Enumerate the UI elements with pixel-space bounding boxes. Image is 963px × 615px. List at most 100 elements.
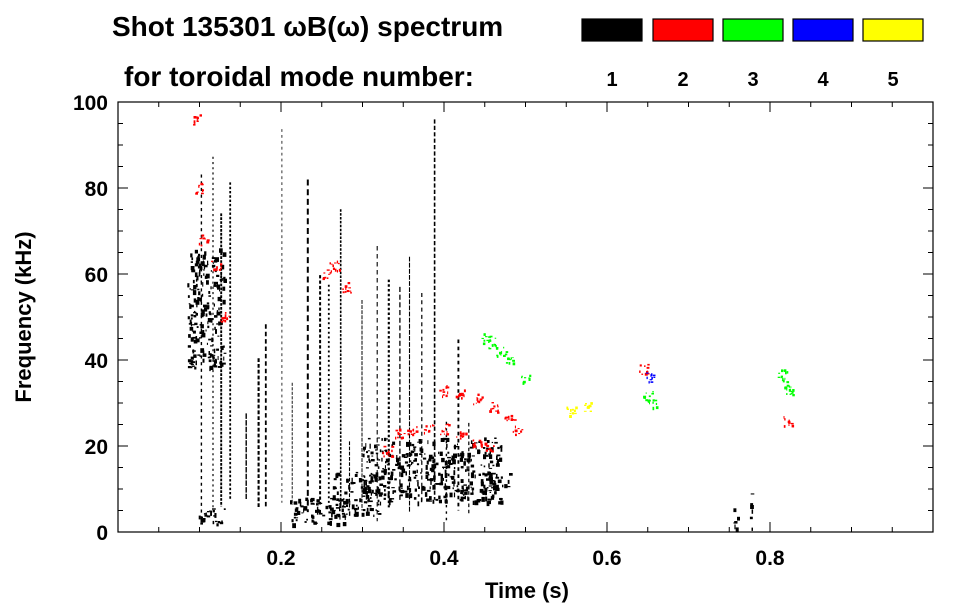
mode-1-pixel [383, 497, 386, 500]
mode-1-pixel [449, 492, 453, 498]
mode-3-point [790, 386, 792, 388]
legend-swatch-mode-2 [652, 18, 714, 42]
mode-1-pixel [435, 462, 439, 466]
mode-1-pixel [365, 482, 367, 486]
mode-1-pixel [189, 326, 194, 331]
mode-1-pixel [456, 485, 459, 488]
mode-2-point [460, 392, 464, 395]
mode-3-point [492, 345, 494, 347]
mode-1-pixel [380, 501, 382, 506]
mode-1-pixel [500, 447, 503, 452]
mode-1-pixel [494, 437, 497, 439]
mode-1-pixel [217, 366, 221, 368]
mode-1-pixel [368, 480, 372, 484]
mode-1-pixel [293, 512, 298, 516]
y-tick-label: 0 [96, 522, 108, 545]
mode-5-point [573, 409, 576, 412]
mode-1-pixel [392, 469, 396, 471]
mode-1-pixel [200, 522, 203, 525]
mode-1-pixel [214, 268, 217, 273]
mode-1-pixel [316, 499, 320, 503]
mode-2-point [445, 427, 446, 430]
mode-2-point [490, 408, 493, 410]
mode-1-pixel [199, 297, 202, 302]
mode-2-point [206, 240, 210, 244]
mode-1-pixel [486, 501, 490, 507]
mode-1-pixel [365, 494, 367, 500]
mode-2-point [382, 451, 385, 455]
mode-1-pixel [463, 490, 466, 492]
mode-3-point [522, 381, 526, 384]
mode-1-pixel [315, 509, 319, 513]
mode-2-point [461, 394, 464, 397]
mode-1-pixel [204, 251, 207, 256]
mode-1-pixel [344, 491, 348, 495]
mode-1-pixel [474, 474, 476, 479]
mode-1-pixel [220, 364, 224, 367]
mode-3-point [789, 393, 792, 395]
mode-2-point [446, 431, 448, 433]
mode-2-point [201, 235, 203, 238]
mode-1-pixel [384, 465, 386, 469]
mode-1-pixel [374, 444, 377, 449]
mode-3-point [494, 344, 497, 347]
mode-1-pixel [198, 263, 201, 267]
mode-2-point [219, 320, 221, 322]
mode-1-pixel [439, 482, 444, 486]
mode-1-pixel [195, 299, 200, 305]
mode-1-pixel [419, 453, 422, 455]
mode-2-point [432, 425, 435, 427]
chart-subtitle: for toroidal mode number: [124, 61, 474, 92]
mode-1-pixel [290, 500, 293, 505]
mode-2-point [196, 191, 198, 195]
mode-1-pixel [310, 502, 315, 505]
mode-1-pixel [211, 337, 214, 343]
mode-1-pixel [217, 296, 222, 302]
mode-3-point [648, 395, 651, 398]
mode-1-pixel [207, 260, 209, 266]
mode-1-pixel [214, 315, 218, 318]
mode-2-point [486, 444, 490, 448]
mode-1-pixel [447, 456, 451, 459]
mode-1-pixel [395, 457, 400, 459]
mode-3-point [649, 401, 650, 405]
mode-1-pixel [735, 527, 739, 532]
legend-label-mode-3: 3 [747, 69, 758, 91]
mode-1-pixel [374, 477, 378, 482]
mode-3-point [784, 386, 787, 390]
mode-3-point [654, 399, 658, 402]
mode-1-pixel [496, 473, 498, 478]
mode-1-pixel [386, 438, 388, 440]
mode-1-pixel [203, 304, 207, 308]
mode-2-point [481, 446, 483, 449]
mode-1-pixel [339, 515, 341, 520]
mode-2-point [446, 386, 450, 389]
plot-frame [117, 101, 934, 533]
mode-1-pixel [496, 484, 499, 489]
mode-2-point [329, 262, 331, 265]
mode-1-pixel [490, 496, 495, 500]
mode-2-point [383, 445, 387, 448]
mode-1-pixel [363, 480, 366, 486]
mode-3-point [503, 346, 505, 349]
mode-1-pixel [379, 449, 382, 453]
mode-1-pixel [310, 498, 313, 503]
mode-1-pixel [343, 501, 346, 505]
mode-1-pixel [733, 522, 737, 524]
mode-1-pixel [209, 510, 212, 512]
mode-1-pixel [204, 514, 208, 517]
mode-2-point [495, 410, 498, 412]
mode-2-point [395, 429, 399, 432]
mode-3-point [503, 354, 506, 357]
mode-2-point [504, 416, 508, 419]
mode-1-pixel [199, 331, 203, 334]
mode-1-pixel [194, 263, 199, 267]
mode-2-point [423, 429, 427, 431]
mode-1-pixel [346, 504, 349, 507]
mode-3-point [790, 390, 793, 392]
mode-1-pixel [480, 479, 484, 484]
mode-1-pixel [403, 456, 408, 458]
mode-1-pixel [411, 461, 414, 464]
mode-1-pixel [325, 505, 329, 510]
mode-1-pixel [491, 441, 494, 444]
